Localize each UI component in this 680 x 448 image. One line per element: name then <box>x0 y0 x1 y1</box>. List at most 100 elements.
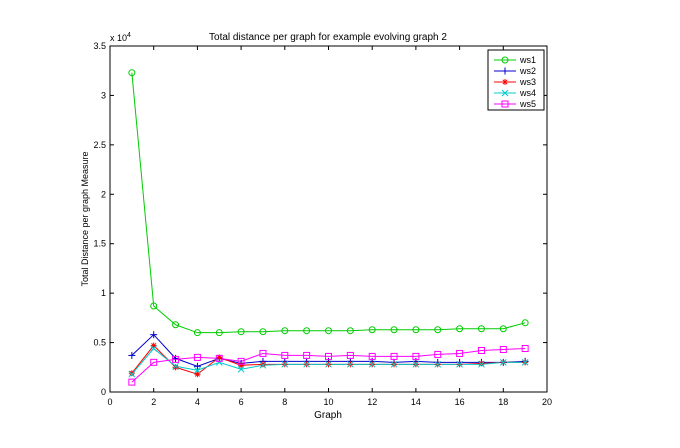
point-ws5 <box>456 349 464 357</box>
y-tick-label: 2.5 <box>93 140 106 150</box>
point-ws3 <box>150 342 157 349</box>
point-ws1 <box>303 327 311 335</box>
x-tick-label: 4 <box>195 397 200 407</box>
x-tick-label: 16 <box>455 397 465 407</box>
legend-marker-ws2 <box>501 67 509 75</box>
legend-marker-ws4 <box>501 89 509 97</box>
y-tick-label: 3.5 <box>93 41 106 51</box>
point-ws1 <box>215 329 223 337</box>
point-ws5 <box>434 350 442 358</box>
x-tick-label: 8 <box>282 397 287 407</box>
point-ws4 <box>499 358 507 366</box>
legend-marker-ws5 <box>501 100 509 108</box>
point-ws5 <box>237 357 245 365</box>
chart-title: Total distance per graph for example evo… <box>209 32 447 43</box>
point-ws4 <box>237 365 245 373</box>
point-ws4 <box>172 362 179 370</box>
point-ws3 <box>194 371 201 378</box>
legend-marker-ws1 <box>501 56 509 64</box>
x-tick-label: 0 <box>107 397 112 407</box>
point-ws4 <box>128 370 136 378</box>
x-tick-label: 2 <box>151 397 156 407</box>
point-ws4 <box>368 360 376 368</box>
x-tick-label: 12 <box>367 397 377 407</box>
x-tick-label: 6 <box>239 397 244 407</box>
point-ws5 <box>499 345 507 353</box>
point-ws5 <box>325 352 332 360</box>
point-ws1 <box>499 325 507 333</box>
legend-label-ws1: ws1 <box>519 55 536 65</box>
point-ws1 <box>193 329 201 337</box>
y-axis-multiplier: x 104 <box>110 32 131 43</box>
point-ws2 <box>193 362 201 370</box>
point-ws3 <box>128 370 135 377</box>
y-tick-label: 1.5 <box>93 239 106 249</box>
point-ws5 <box>215 354 223 362</box>
y-tick-label: 3 <box>101 90 106 100</box>
y-tick-label: 2 <box>101 189 106 199</box>
point-ws2 <box>128 351 136 359</box>
y-tick-label: 0 <box>101 387 106 397</box>
point-ws1 <box>412 326 420 334</box>
x-tick-label: 14 <box>411 397 421 407</box>
series-line-ws1 <box>131 72 526 334</box>
point-ws4 <box>434 360 442 368</box>
point-ws5 <box>346 351 354 359</box>
y-tick-label: 1 <box>101 288 106 298</box>
y-multiplier-base: x 10 <box>110 33 127 43</box>
point-ws5 <box>150 358 158 366</box>
point-ws1 <box>521 319 529 327</box>
point-ws4 <box>325 360 332 368</box>
point-ws1 <box>150 302 158 310</box>
point-ws1 <box>128 69 136 77</box>
point-ws3 <box>172 364 179 371</box>
point-ws3 <box>478 360 485 367</box>
y-multiplier-exponent: 4 <box>127 32 131 39</box>
point-ws4 <box>412 360 420 368</box>
point-ws4 <box>346 360 354 368</box>
legend-label-ws5: ws5 <box>519 99 536 109</box>
point-ws3 <box>238 362 245 369</box>
legend-label-ws4: ws4 <box>519 88 536 98</box>
x-tick-label: 20 <box>542 397 552 407</box>
point-ws1 <box>477 325 485 333</box>
point-ws1 <box>390 326 398 334</box>
point-ws5 <box>172 355 180 363</box>
x-axis-label: Graph <box>314 410 342 421</box>
point-ws3 <box>259 361 266 368</box>
point-ws1 <box>456 325 464 333</box>
point-ws5 <box>193 353 201 361</box>
point-ws2 <box>150 331 158 339</box>
point-ws4 <box>303 360 311 368</box>
point-ws1 <box>368 326 376 334</box>
plot-area <box>109 45 548 393</box>
series-markers <box>128 69 529 386</box>
point-ws4 <box>215 358 223 366</box>
point-ws5 <box>477 346 485 354</box>
point-ws1 <box>237 328 245 336</box>
point-ws4 <box>150 345 158 352</box>
x-tick-label: 10 <box>323 397 333 407</box>
point-ws5 <box>259 349 267 357</box>
axis-ticks: 0 2 4 6 8 10 12 14 16 18 20 0 0.5 1 1.5 2 2.5 3 3.5 <box>93 41 552 407</box>
point-ws5 <box>303 351 311 359</box>
point-ws1 <box>325 327 332 335</box>
y-axis-label: Total Distance per graph Measure <box>80 151 90 286</box>
point-ws1 <box>172 321 180 329</box>
point-ws4 <box>281 360 289 368</box>
point-ws1 <box>281 327 289 335</box>
point-ws5 <box>368 352 376 360</box>
series-line-ws5 <box>131 348 526 383</box>
point-ws5 <box>281 351 289 359</box>
point-ws4 <box>194 366 201 374</box>
legend-marker-ws3 <box>502 79 508 85</box>
point-ws3 <box>216 354 223 361</box>
point-ws4 <box>521 358 529 366</box>
point-ws5 <box>521 345 529 353</box>
point-ws1 <box>346 327 354 335</box>
legend-label-ws3: ws3 <box>519 77 536 87</box>
point-ws1 <box>434 326 442 334</box>
legend-label-ws2: ws2 <box>519 66 536 76</box>
